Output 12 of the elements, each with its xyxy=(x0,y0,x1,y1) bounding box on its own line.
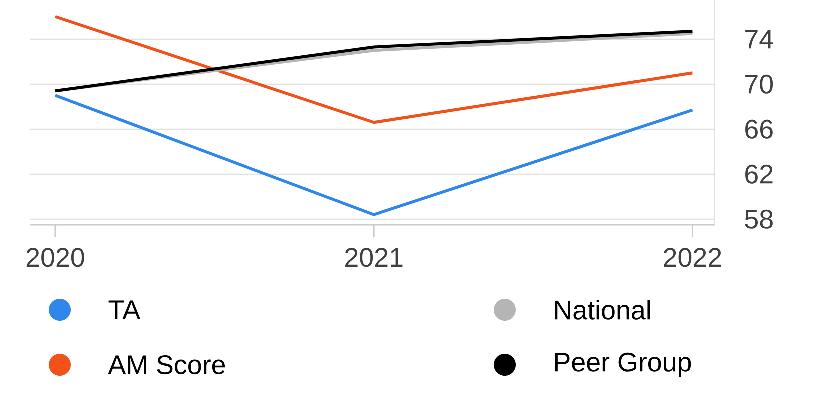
x-tick-label: 2020 xyxy=(26,248,84,268)
y-tick-label: 74 xyxy=(746,30,774,49)
x-tick-label: 2022 xyxy=(664,248,722,268)
y-tick-label: 58 xyxy=(745,210,773,229)
y-tick-label: 62 xyxy=(746,164,773,184)
x-tick-label: 2021 xyxy=(346,248,403,268)
y-tick-label: 70 xyxy=(746,74,774,94)
legend-label: TA xyxy=(108,300,141,320)
legend-label: AM Score xyxy=(108,355,226,375)
legend-label: National xyxy=(555,300,650,320)
y-tick-label: 66 xyxy=(746,120,773,139)
legend-label: Peer Group xyxy=(555,352,692,378)
